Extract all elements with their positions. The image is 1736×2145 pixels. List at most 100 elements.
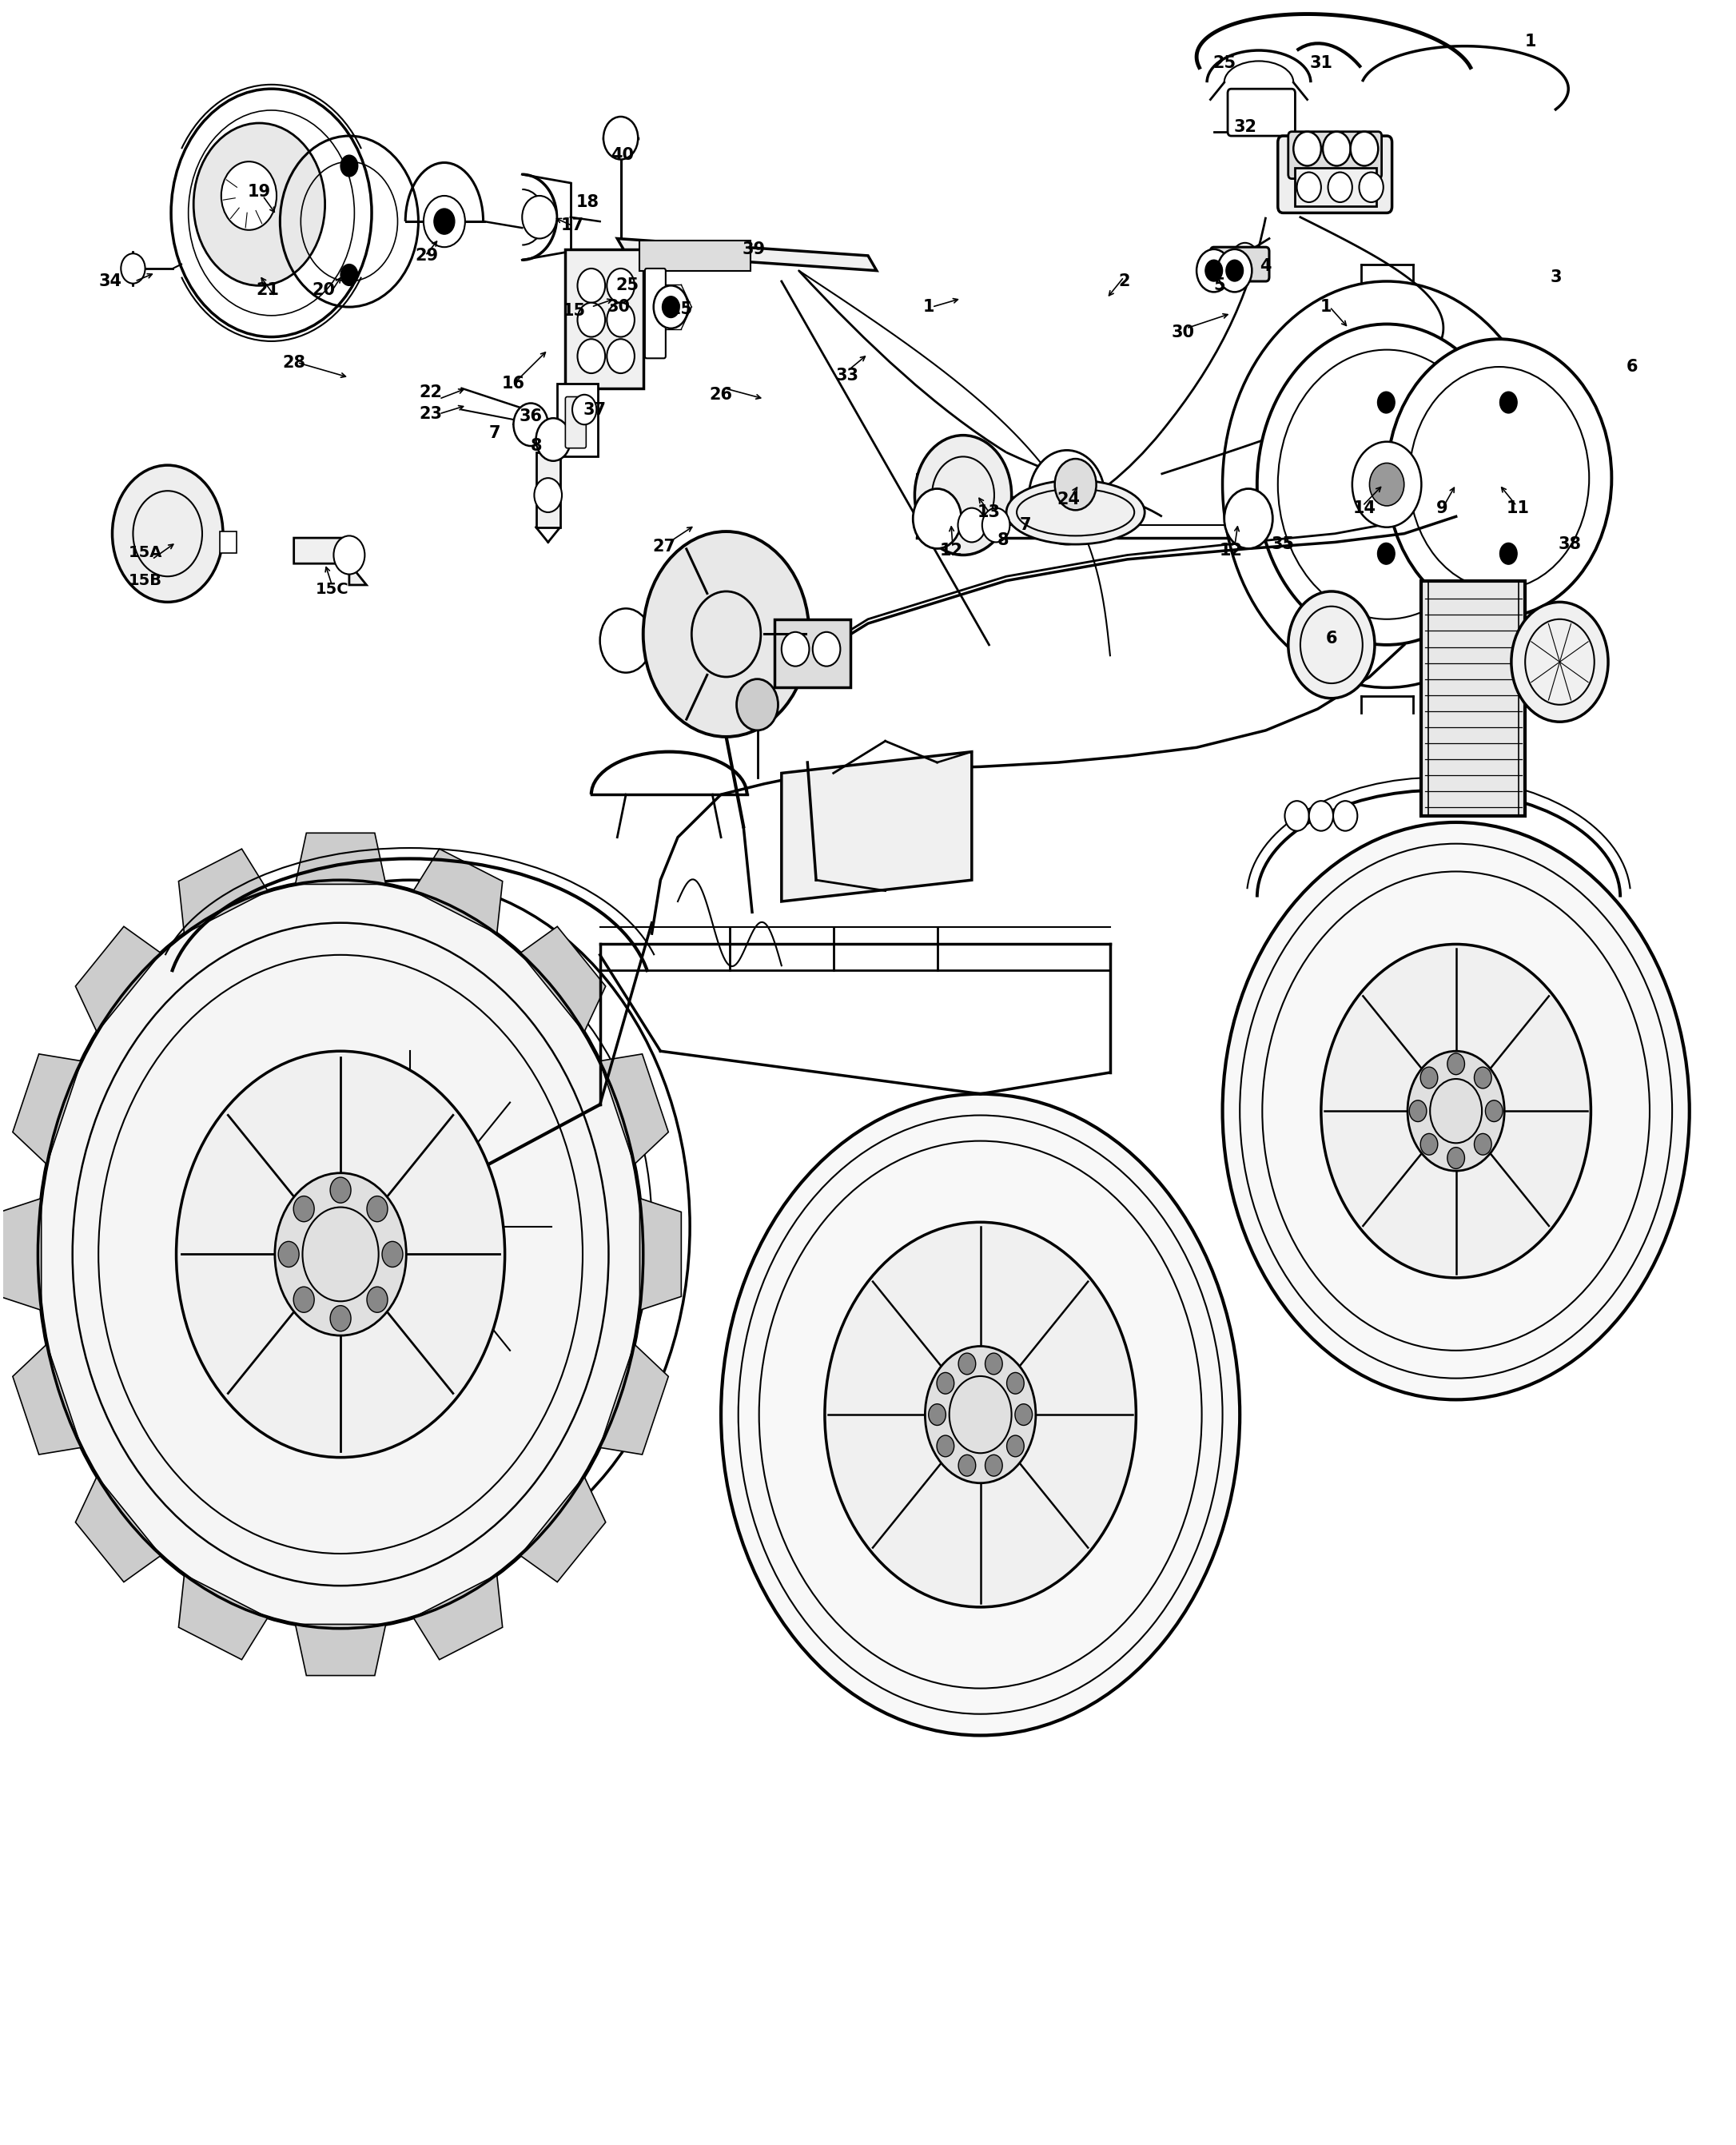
Circle shape bbox=[333, 536, 365, 575]
FancyBboxPatch shape bbox=[1295, 167, 1377, 206]
Text: 1: 1 bbox=[1524, 34, 1536, 49]
Circle shape bbox=[958, 508, 986, 543]
Text: 4: 4 bbox=[1260, 257, 1271, 275]
Circle shape bbox=[535, 478, 562, 513]
Text: 25: 25 bbox=[670, 300, 693, 317]
Circle shape bbox=[1205, 260, 1222, 281]
Circle shape bbox=[122, 253, 146, 283]
Circle shape bbox=[915, 435, 1012, 556]
Circle shape bbox=[1224, 489, 1272, 549]
Circle shape bbox=[937, 1435, 955, 1456]
FancyBboxPatch shape bbox=[566, 397, 587, 448]
Circle shape bbox=[1448, 1148, 1465, 1169]
Polygon shape bbox=[75, 927, 161, 1032]
Circle shape bbox=[781, 633, 809, 667]
Circle shape bbox=[1420, 1066, 1437, 1088]
Circle shape bbox=[1408, 1051, 1505, 1171]
Circle shape bbox=[1474, 1133, 1491, 1154]
Circle shape bbox=[366, 1197, 387, 1223]
Circle shape bbox=[340, 264, 358, 285]
Polygon shape bbox=[413, 1574, 502, 1660]
Text: 19: 19 bbox=[248, 184, 271, 199]
Circle shape bbox=[523, 195, 557, 238]
Circle shape bbox=[1222, 822, 1689, 1401]
Circle shape bbox=[984, 1353, 1002, 1375]
Text: 25: 25 bbox=[1213, 56, 1236, 71]
Text: 37: 37 bbox=[583, 401, 606, 418]
Text: 28: 28 bbox=[283, 354, 306, 371]
Text: 22: 22 bbox=[418, 384, 443, 401]
Ellipse shape bbox=[1007, 480, 1144, 545]
FancyBboxPatch shape bbox=[644, 268, 665, 358]
Circle shape bbox=[925, 1347, 1036, 1482]
Text: 20: 20 bbox=[312, 281, 335, 298]
Text: 31: 31 bbox=[1309, 56, 1333, 71]
Text: 1: 1 bbox=[1321, 298, 1332, 315]
Circle shape bbox=[1352, 442, 1422, 528]
Polygon shape bbox=[12, 1345, 82, 1454]
Circle shape bbox=[1420, 1133, 1437, 1154]
Circle shape bbox=[604, 116, 639, 159]
Polygon shape bbox=[641, 1199, 681, 1311]
Circle shape bbox=[1293, 131, 1321, 165]
Circle shape bbox=[1387, 339, 1611, 618]
Text: 18: 18 bbox=[576, 195, 599, 210]
Text: 6: 6 bbox=[1627, 358, 1639, 375]
Circle shape bbox=[1055, 459, 1095, 511]
Circle shape bbox=[825, 1223, 1135, 1607]
Circle shape bbox=[113, 465, 222, 603]
Text: 11: 11 bbox=[1507, 500, 1529, 517]
Circle shape bbox=[1333, 800, 1358, 830]
Circle shape bbox=[1347, 354, 1547, 603]
Polygon shape bbox=[618, 238, 877, 270]
Polygon shape bbox=[179, 1574, 267, 1660]
Circle shape bbox=[278, 1242, 299, 1268]
Circle shape bbox=[330, 1306, 351, 1332]
Polygon shape bbox=[413, 849, 502, 933]
Circle shape bbox=[382, 1242, 403, 1268]
Text: 12: 12 bbox=[939, 543, 962, 558]
Circle shape bbox=[38, 879, 642, 1628]
Polygon shape bbox=[295, 832, 385, 884]
FancyBboxPatch shape bbox=[1210, 247, 1269, 281]
Text: 23: 23 bbox=[418, 405, 443, 423]
Text: 6: 6 bbox=[1326, 631, 1337, 646]
Circle shape bbox=[1500, 393, 1517, 414]
Circle shape bbox=[653, 285, 687, 328]
FancyBboxPatch shape bbox=[1278, 135, 1392, 212]
Text: 32: 32 bbox=[1233, 120, 1257, 135]
Text: 7: 7 bbox=[1019, 517, 1031, 534]
Circle shape bbox=[1285, 800, 1309, 830]
Circle shape bbox=[1231, 242, 1259, 277]
Circle shape bbox=[929, 1405, 946, 1424]
Circle shape bbox=[1323, 131, 1351, 165]
Text: 15A: 15A bbox=[128, 545, 161, 560]
Circle shape bbox=[177, 1051, 505, 1456]
Circle shape bbox=[661, 296, 679, 317]
Circle shape bbox=[1486, 1100, 1503, 1122]
Circle shape bbox=[1378, 393, 1394, 414]
Circle shape bbox=[1016, 1405, 1033, 1424]
Text: 29: 29 bbox=[415, 247, 439, 264]
Circle shape bbox=[274, 1173, 406, 1336]
Circle shape bbox=[340, 154, 358, 176]
Text: 14: 14 bbox=[1352, 500, 1377, 517]
Polygon shape bbox=[536, 453, 561, 528]
Circle shape bbox=[1288, 592, 1375, 699]
Circle shape bbox=[720, 1094, 1240, 1735]
Text: 8: 8 bbox=[529, 438, 542, 455]
Text: 38: 38 bbox=[1559, 536, 1581, 551]
Text: 5: 5 bbox=[1213, 277, 1226, 294]
Circle shape bbox=[573, 395, 597, 425]
Text: 26: 26 bbox=[710, 386, 733, 403]
Circle shape bbox=[220, 161, 276, 230]
Text: 1: 1 bbox=[924, 298, 934, 315]
Circle shape bbox=[1410, 1100, 1427, 1122]
Circle shape bbox=[293, 1197, 314, 1223]
Text: 12: 12 bbox=[1220, 543, 1243, 558]
Circle shape bbox=[578, 339, 606, 373]
FancyBboxPatch shape bbox=[641, 240, 750, 270]
Text: 24: 24 bbox=[1057, 491, 1080, 508]
Circle shape bbox=[1500, 543, 1517, 564]
Polygon shape bbox=[781, 751, 972, 901]
